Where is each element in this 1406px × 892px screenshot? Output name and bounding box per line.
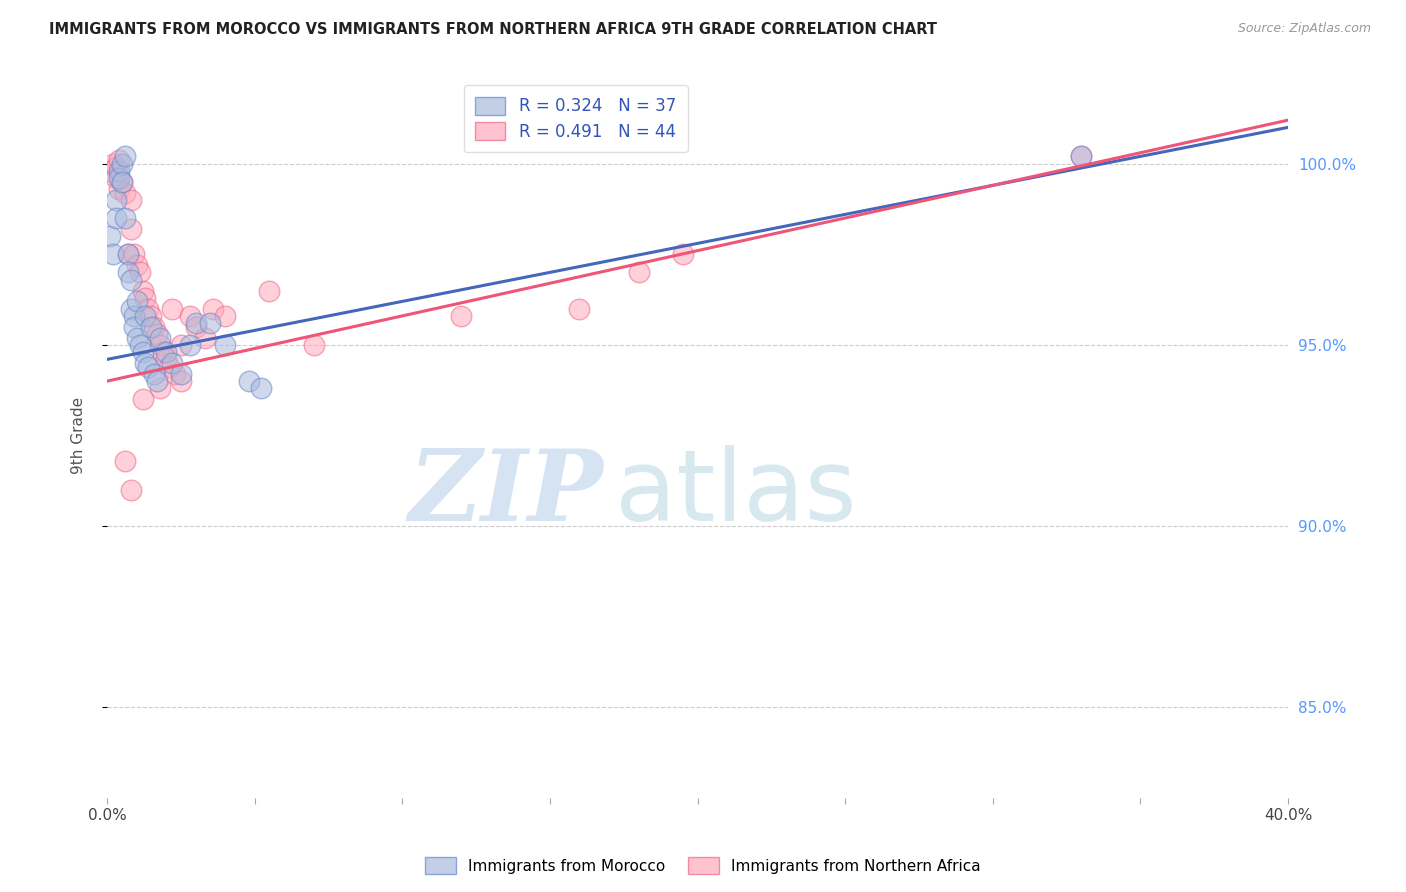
Point: [149, 338, 172, 352]
Point: [141, 319, 163, 334]
Point: [104, 211, 127, 225]
Point: [170, 367, 193, 381]
Point: [114, 149, 136, 163]
Point: [200, 316, 222, 330]
Point: [120, 193, 142, 207]
Point: [238, 374, 260, 388]
Point: [146, 326, 169, 341]
Point: [120, 483, 142, 497]
Point: [108, 171, 131, 186]
Point: [114, 186, 136, 200]
Point: [108, 153, 131, 167]
Point: [111, 175, 134, 189]
Point: [146, 374, 169, 388]
Point: [184, 319, 207, 334]
Y-axis label: 9th Grade: 9th Grade: [72, 397, 86, 474]
Text: ZIP: ZIP: [408, 445, 603, 541]
Point: [111, 175, 134, 189]
Point: [143, 319, 166, 334]
Point: [125, 331, 148, 345]
Point: [108, 164, 131, 178]
Point: [155, 345, 177, 359]
Point: [125, 294, 148, 309]
Point: [134, 356, 156, 370]
Text: atlas: atlas: [614, 445, 856, 542]
Point: [249, 381, 271, 395]
Point: [259, 284, 281, 298]
Point: [160, 301, 183, 316]
Point: [114, 454, 136, 468]
Point: [117, 247, 139, 261]
Point: [138, 359, 160, 374]
Point: [160, 356, 183, 370]
Point: [104, 193, 127, 207]
Point: [627, 265, 650, 279]
Point: [98, 229, 121, 244]
Point: [108, 182, 131, 196]
Point: [120, 222, 142, 236]
Point: [155, 352, 177, 367]
Point: [179, 309, 201, 323]
Point: [1070, 149, 1092, 163]
Point: [170, 374, 193, 388]
Point: [122, 309, 145, 323]
Point: [214, 338, 236, 352]
Point: [149, 381, 172, 395]
Text: Source: ZipAtlas.com: Source: ZipAtlas.com: [1237, 22, 1371, 36]
Point: [125, 258, 148, 272]
Point: [122, 247, 145, 261]
Point: [193, 331, 215, 345]
Point: [138, 301, 160, 316]
Point: [143, 367, 166, 381]
Point: [120, 301, 142, 316]
Point: [117, 265, 139, 279]
Point: [450, 309, 472, 323]
Point: [152, 345, 174, 359]
Point: [122, 319, 145, 334]
Point: [163, 367, 186, 381]
Point: [131, 345, 153, 359]
Text: IMMIGRANTS FROM MOROCCO VS IMMIGRANTS FROM NORTHERN AFRICA 9TH GRADE CORRELATION: IMMIGRANTS FROM MOROCCO VS IMMIGRANTS FR…: [49, 22, 938, 37]
Point: [120, 272, 142, 286]
Point: [202, 301, 225, 316]
Legend: R = 0.324   N = 37, R = 0.491   N = 44: R = 0.324 N = 37, R = 0.491 N = 44: [464, 85, 688, 153]
Point: [302, 338, 325, 352]
Point: [104, 160, 127, 174]
Point: [101, 247, 124, 261]
Point: [1070, 149, 1092, 163]
Point: [131, 392, 153, 407]
Legend: Immigrants from Morocco, Immigrants from Northern Africa: Immigrants from Morocco, Immigrants from…: [419, 851, 987, 880]
Point: [134, 309, 156, 323]
Point: [568, 301, 591, 316]
Point: [98, 164, 121, 178]
Point: [114, 211, 136, 225]
Point: [131, 284, 153, 298]
Point: [149, 331, 172, 345]
Point: [170, 338, 193, 352]
Point: [141, 309, 163, 323]
Point: [157, 359, 180, 374]
Point: [672, 247, 695, 261]
Point: [134, 291, 156, 305]
Point: [101, 156, 124, 170]
Point: [128, 338, 150, 352]
Point: [214, 309, 236, 323]
Point: [128, 265, 150, 279]
Point: [117, 247, 139, 261]
Point: [179, 338, 201, 352]
Point: [184, 316, 207, 330]
Point: [111, 156, 134, 170]
Point: [104, 171, 127, 186]
